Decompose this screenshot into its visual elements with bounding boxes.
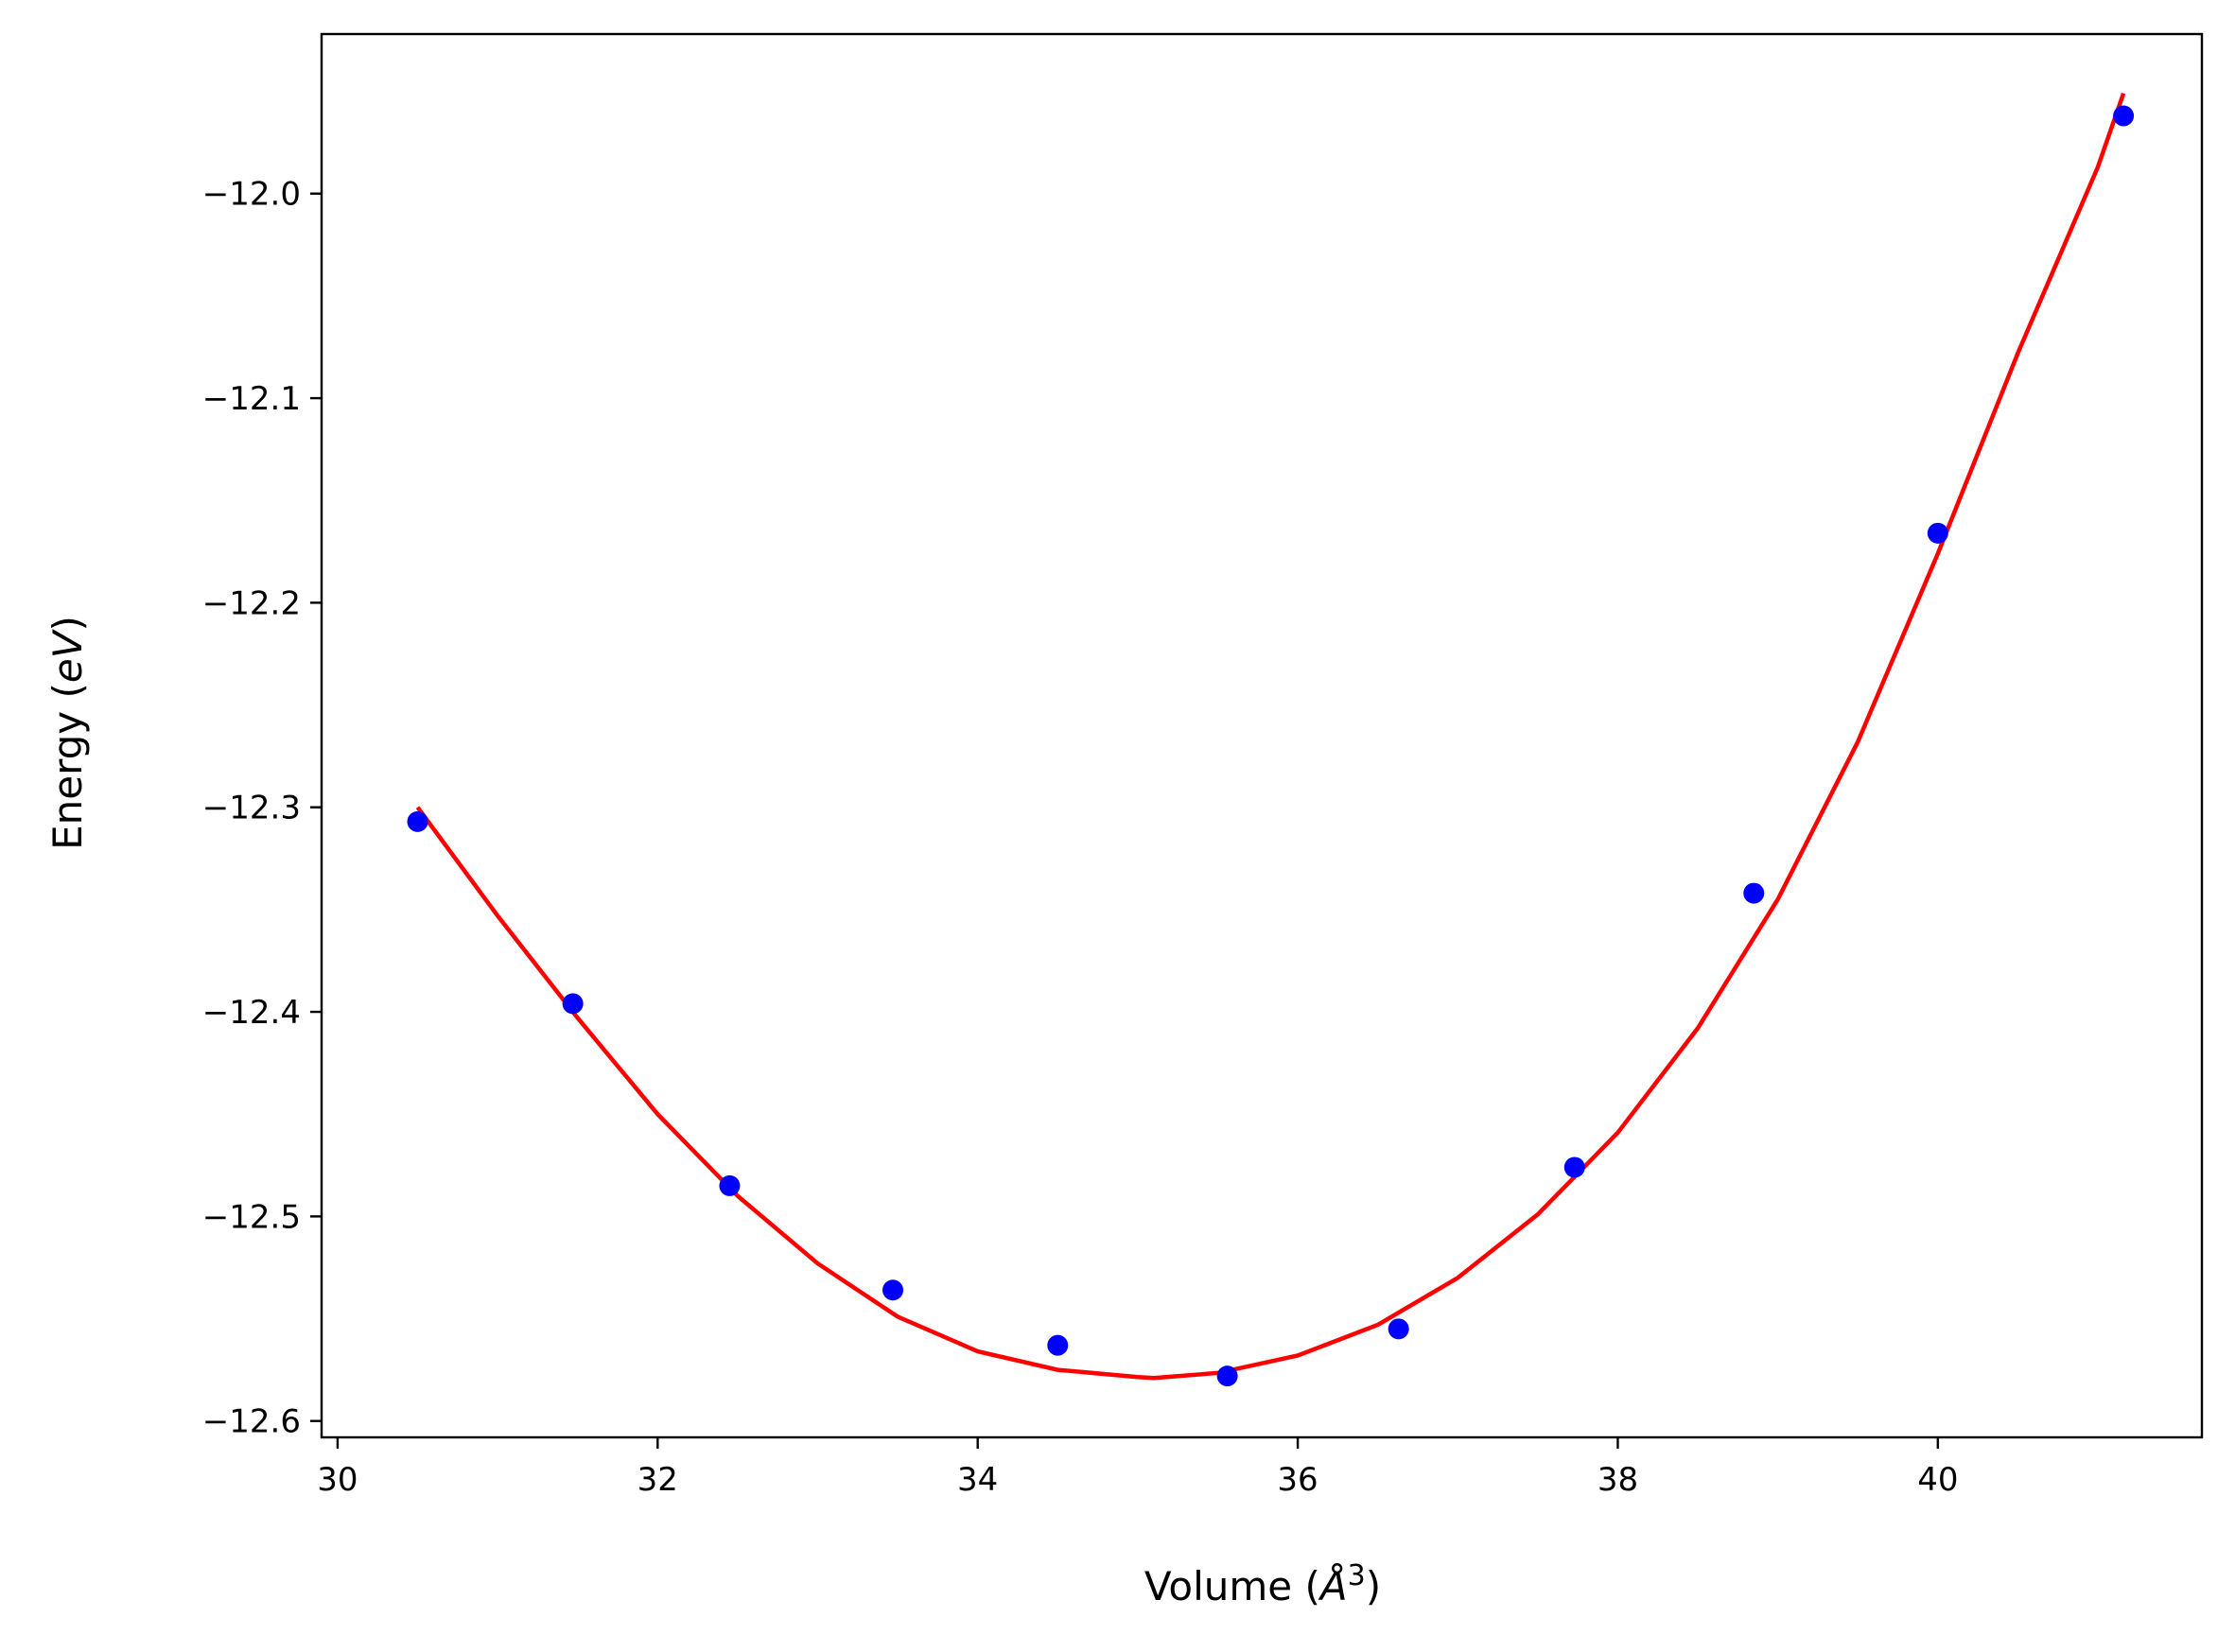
data-point <box>1927 522 1948 544</box>
x-tick-label: 40 <box>1917 1461 1958 1499</box>
data-point <box>1047 1334 1069 1356</box>
y-axis-label: Energy (eV) <box>44 616 91 850</box>
y-tick-label: −12.4 <box>202 994 301 1032</box>
x-tick-label: 38 <box>1598 1461 1638 1499</box>
data-point <box>407 810 428 832</box>
data-point <box>562 993 584 1015</box>
x-tick-label: 32 <box>637 1461 678 1499</box>
plot-frame <box>320 32 2204 1439</box>
axis-ticks: 30 32 34 36 38 40 −12.0 −12.1 −12.2 −12.3 −12.4 −12… <box>202 176 1959 1499</box>
data-point <box>1216 1365 1238 1387</box>
x-tick-label: 34 <box>957 1461 998 1499</box>
data-point <box>1388 1318 1409 1340</box>
data-point <box>882 1279 904 1301</box>
x-tick-label: 30 <box>317 1461 358 1499</box>
y-tick-label: −12.1 <box>202 380 301 418</box>
plot-area <box>407 92 2135 1387</box>
data-point <box>719 1174 741 1196</box>
x-tick-label: 36 <box>1277 1461 1318 1499</box>
y-tick-label: −12.0 <box>202 176 301 214</box>
data-point <box>2113 105 2135 127</box>
y-tick-label: −12.3 <box>202 790 301 827</box>
data-point <box>1563 1156 1585 1178</box>
data-point <box>1743 882 1765 904</box>
x-axis-label: Volume (Å3) <box>1144 1559 1381 1609</box>
y-tick-label: −12.5 <box>202 1198 301 1236</box>
y-tick-label: −12.2 <box>202 584 301 622</box>
y-tick-label: −12.6 <box>202 1403 301 1441</box>
